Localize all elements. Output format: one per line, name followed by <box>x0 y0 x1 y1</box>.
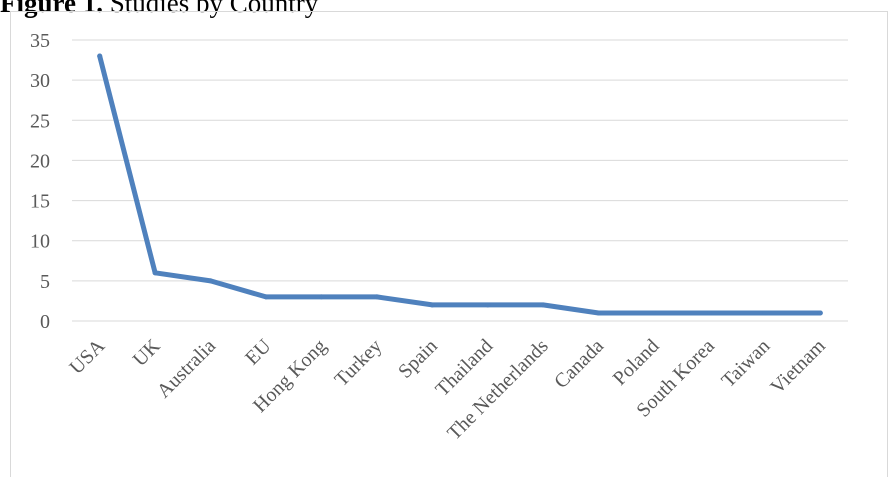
y-tick-label: 15 <box>30 191 50 213</box>
y-tick-label: 30 <box>30 70 50 92</box>
y-tick-label: 10 <box>30 231 50 253</box>
x-tick-label: Turkey <box>330 335 386 391</box>
data-point <box>97 53 103 59</box>
y-tick-label: 35 <box>30 30 50 52</box>
series-group <box>97 53 823 316</box>
data-point <box>485 302 491 308</box>
chart-frame <box>10 11 888 477</box>
series-line <box>97 53 823 316</box>
y-tick-label: 20 <box>30 150 50 172</box>
x-tick-label: Poland <box>609 335 664 390</box>
data-point <box>706 310 712 316</box>
x-tick-label: The Netherlands <box>443 335 553 445</box>
data-point <box>318 294 324 300</box>
figure-caption: Studies by Country <box>109 0 319 18</box>
data-point <box>540 302 546 308</box>
data-point <box>152 270 158 276</box>
x-tick-label: Vietnam <box>766 335 830 399</box>
data-point <box>263 294 269 300</box>
x-tick-label: Australia <box>153 335 220 402</box>
data-point <box>817 310 823 316</box>
data-point <box>596 310 602 316</box>
y-tick-label: 0 <box>40 311 50 333</box>
y-axis-ticks: 0 5 10 15 20 25 30 35 <box>30 30 50 333</box>
x-tick-label: USA <box>65 335 109 379</box>
x-tick-label: Spain <box>394 335 442 383</box>
x-tick-label: UK <box>129 335 165 371</box>
figure-label: Figure 1. <box>0 0 103 18</box>
y-tick-label: 5 <box>40 271 50 293</box>
data-point <box>374 294 380 300</box>
data-point <box>651 310 657 316</box>
x-tick-label: EU <box>241 335 276 370</box>
data-point <box>429 302 435 308</box>
x-tick-label: Canada <box>550 335 608 393</box>
data-point <box>762 310 768 316</box>
figure-heading: Figure 1. Studies by Country <box>0 0 318 18</box>
data-point <box>208 278 214 284</box>
y-tick-label: 25 <box>30 110 50 132</box>
